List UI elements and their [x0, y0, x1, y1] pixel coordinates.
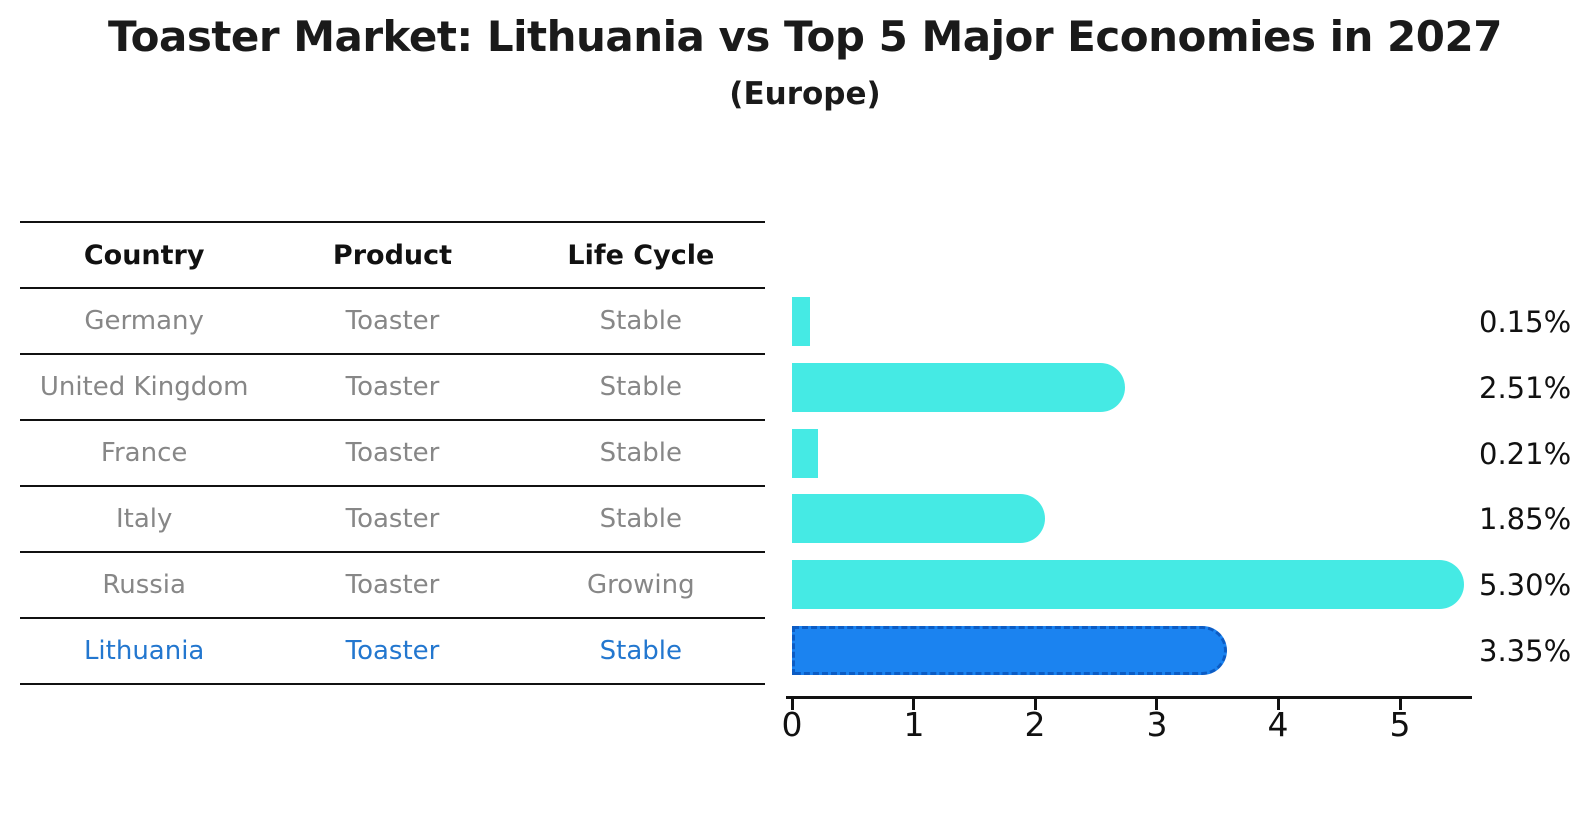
cell-product: Toaster	[345, 636, 440, 666]
table-row-germany: Germany Toaster Stable	[20, 287, 765, 353]
chart-title: Toaster Market: Lithuania vs Top 5 Major…	[108, 12, 1502, 61]
x-tick-label-3: 3	[1146, 705, 1168, 744]
value-label-united-kingdom: 2.51%	[1479, 371, 1572, 405]
x-tick-mark-0	[791, 699, 794, 710]
chart-subtitle: (Europe)	[729, 76, 881, 112]
x-tick-label-1: 1	[903, 705, 925, 744]
value-label-italy: 1.85%	[1479, 502, 1572, 536]
cell-country: Italy	[115, 504, 173, 534]
cell-country: France	[100, 438, 188, 468]
cell-life-cycle: Growing	[586, 570, 695, 600]
bar-italy	[792, 494, 1045, 543]
value-label-russia: 5.30%	[1479, 568, 1572, 602]
bar-lithuania	[792, 626, 1227, 675]
cell-product: Toaster	[345, 372, 440, 402]
cell-life-cycle: Stable	[599, 372, 682, 402]
table-header-row: Country Product Life Cycle	[20, 221, 765, 287]
cell-product: Toaster	[345, 438, 440, 468]
table-header-life-cycle: Life Cycle	[567, 239, 715, 271]
x-tick-mark-5	[1399, 699, 1402, 710]
table-row-lithuania: Lithuania Toaster Stable	[20, 617, 765, 685]
value-label-france: 0.21%	[1479, 437, 1572, 471]
bar-russia	[792, 560, 1464, 609]
x-tick-label-4: 4	[1267, 705, 1289, 744]
x-tick-mark-1	[912, 699, 915, 710]
x-tick-label-0: 0	[781, 705, 803, 744]
table-row-russia: Russia Toaster Growing	[20, 551, 765, 617]
cell-product: Toaster	[345, 306, 440, 336]
value-label-germany: 0.15%	[1479, 305, 1572, 339]
cell-product: Toaster	[345, 504, 440, 534]
table-header-product: Product	[332, 239, 453, 271]
x-tick-mark-4	[1277, 699, 1280, 710]
cell-product: Toaster	[345, 570, 440, 600]
x-axis-line	[786, 696, 1472, 699]
x-tick-label-5: 5	[1389, 705, 1411, 744]
cell-country: Russia	[102, 570, 186, 600]
cell-country: Lithuania	[83, 636, 205, 666]
bar-germany	[792, 297, 810, 346]
table-row-france: France Toaster Stable	[20, 419, 765, 485]
table-row-italy: Italy Toaster Stable	[20, 485, 765, 551]
bar-united-kingdom	[792, 363, 1125, 412]
cell-life-cycle: Stable	[599, 438, 682, 468]
cell-life-cycle: Stable	[599, 306, 682, 336]
x-tick-label-2: 2	[1024, 705, 1046, 744]
table-header-country: Country	[83, 239, 205, 271]
bar-france	[792, 429, 818, 478]
country-table: Country Product Life Cycle Germany Toaste…	[20, 221, 765, 685]
x-tick-mark-2	[1034, 699, 1037, 710]
cell-country: United Kingdom	[39, 372, 249, 402]
value-label-lithuania: 3.35%	[1479, 634, 1572, 668]
title-block: Toaster Market: Lithuania vs Top 5 Major…	[24, 0, 1586, 112]
cell-country: Germany	[84, 306, 204, 336]
x-tick-mark-3	[1155, 699, 1158, 710]
cell-life-cycle: Stable	[599, 504, 682, 534]
table-row-united-kingdom: United Kingdom Toaster Stable	[20, 353, 765, 419]
cell-life-cycle: Stable	[599, 636, 682, 666]
